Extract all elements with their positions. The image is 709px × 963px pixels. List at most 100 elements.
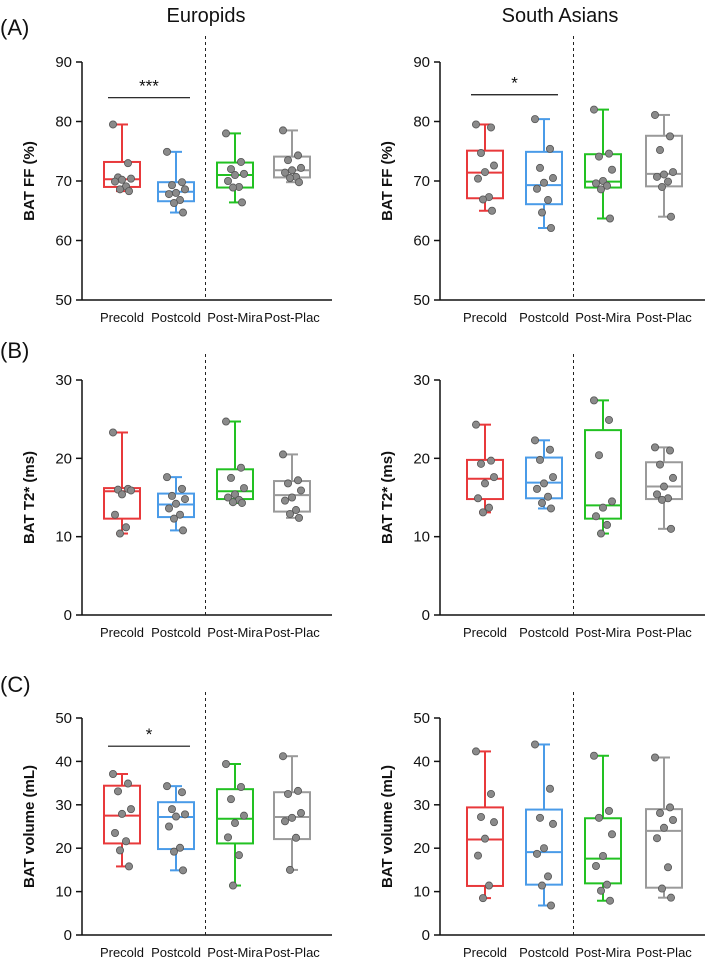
box-Postcold (525, 115, 563, 233)
data-point (669, 168, 678, 177)
y-tick-label: 80 (413, 114, 430, 131)
data-point (533, 184, 542, 193)
box-Post-Plac (645, 753, 683, 902)
data-point (597, 185, 606, 194)
data-point (280, 496, 289, 505)
data-point (111, 829, 120, 838)
data-point (651, 110, 660, 119)
charts-group: 50 60 70 80 90 BAT FF (%) Precold Postcold Post-… (21, 36, 705, 960)
data-point (167, 805, 176, 814)
box-Post-Mira (584, 751, 622, 905)
data-point (280, 168, 289, 177)
data-point (603, 880, 612, 889)
data-point (116, 846, 125, 855)
box-Post-Mira (584, 105, 622, 223)
data-point (540, 844, 549, 853)
data-point (175, 843, 184, 852)
data-point (667, 212, 676, 221)
data-point (116, 185, 125, 194)
data-point (592, 179, 601, 188)
panel-label-a: (A) (0, 15, 29, 40)
data-point (484, 881, 493, 890)
chart-3: 0 10 20 30 BAT T2* (ms) Precold Postcold Post-M… (379, 354, 705, 640)
y-tick-label: 90 (413, 54, 430, 71)
data-point (651, 443, 660, 452)
data-point (283, 156, 292, 165)
iqr-box (525, 456, 563, 500)
data-point (664, 863, 673, 872)
box-Postcold (157, 782, 195, 875)
x-tick-label: Postcold (151, 625, 201, 640)
data-point (226, 165, 235, 174)
box-Postcold (157, 147, 195, 217)
y-tick-label: 0 (422, 607, 430, 624)
data-point (608, 497, 617, 506)
data-point (236, 157, 245, 166)
iqr-box (216, 788, 254, 845)
x-tick-label: Post-Mira (207, 310, 263, 325)
data-point (287, 166, 296, 175)
data-point (489, 473, 498, 482)
data-point (239, 811, 248, 820)
data-point (239, 169, 248, 178)
data-point (656, 809, 665, 818)
data-point (653, 834, 662, 843)
x-tick-label: Precold (463, 310, 507, 325)
data-point (603, 181, 612, 190)
significance-label: * (146, 725, 153, 744)
data-point (124, 779, 133, 788)
data-point (653, 490, 662, 499)
data-point (116, 529, 125, 538)
x-tick-label: Precold (100, 945, 144, 960)
data-point (122, 837, 131, 846)
data-point (171, 812, 180, 821)
data-point (489, 818, 498, 827)
box-Post-Mira (216, 417, 254, 507)
y-axis-title: BAT volume (mL) (21, 765, 38, 888)
x-tick-label: Post-Mira (207, 945, 263, 960)
box-Postcold (157, 473, 195, 535)
data-point (669, 815, 678, 824)
data-point (294, 513, 303, 522)
data-point (473, 851, 482, 860)
data-point (169, 514, 178, 523)
data-point (549, 174, 558, 183)
y-axis-title: BAT volume (mL) (379, 765, 396, 888)
data-point (278, 450, 287, 459)
data-point (471, 420, 480, 429)
data-point (285, 174, 294, 183)
iqr-box (645, 461, 683, 501)
x-tick-label: Post-Plac (264, 945, 320, 960)
data-point (531, 115, 540, 124)
data-point (486, 123, 495, 132)
y-tick-label: 20 (55, 450, 72, 467)
data-point (164, 822, 173, 831)
data-point (109, 428, 118, 437)
data-point (546, 445, 555, 454)
y-axis-title: BAT FF (%) (21, 141, 38, 221)
data-point (237, 198, 246, 207)
data-point (487, 206, 496, 215)
data-point (175, 510, 184, 519)
y-tick-label: 70 (413, 173, 430, 190)
data-point (546, 144, 555, 153)
box-Precold (466, 420, 504, 517)
data-point (606, 896, 615, 905)
data-point (114, 787, 123, 796)
box-Precold (103, 428, 141, 538)
y-tick-label: 30 (413, 797, 430, 814)
data-point (127, 805, 136, 814)
chart-4: 0 10 20 30 40 50 BAT volume (mL) Precold Postcol… (21, 692, 332, 960)
data-point (180, 810, 189, 819)
iqr-box (525, 150, 563, 206)
y-tick-label: 40 (55, 753, 72, 770)
data-point (293, 786, 302, 795)
y-tick-label: 10 (55, 529, 72, 546)
data-point (127, 486, 136, 495)
box-Post-Plac (273, 126, 311, 187)
data-point (287, 493, 296, 502)
box-Precold (103, 120, 141, 196)
data-point (230, 490, 239, 499)
iqr-box (273, 791, 311, 841)
significance-label: * (511, 74, 518, 93)
